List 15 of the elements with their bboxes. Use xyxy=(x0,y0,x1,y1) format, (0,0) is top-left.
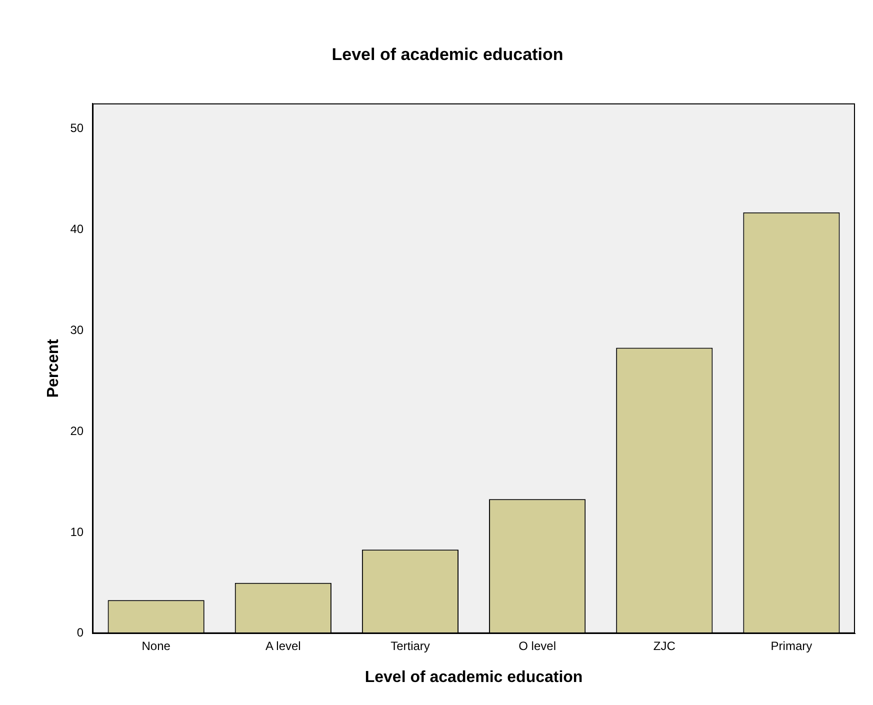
x-tick-label: Tertiary xyxy=(390,638,430,653)
chart-title: Level of academic education xyxy=(332,44,564,64)
y-tick-label: 0 xyxy=(76,626,84,640)
x-tick-label: Primary xyxy=(770,638,812,653)
x-tick-label: None xyxy=(142,638,171,653)
y-tick-label: 20 xyxy=(70,424,84,438)
x-tick-label: ZJC xyxy=(653,638,676,653)
x-tick-label: A level xyxy=(265,638,301,653)
x-tick-label: O level xyxy=(518,638,556,653)
x-axis-title: Level of academic education xyxy=(364,668,583,686)
y-tick-label: 30 xyxy=(70,322,84,337)
y-tick-label: 40 xyxy=(70,222,84,236)
y-axis-title: Percent xyxy=(45,338,62,398)
y-tick-label: 10 xyxy=(70,524,84,539)
y-tick-label: 50 xyxy=(70,120,84,135)
